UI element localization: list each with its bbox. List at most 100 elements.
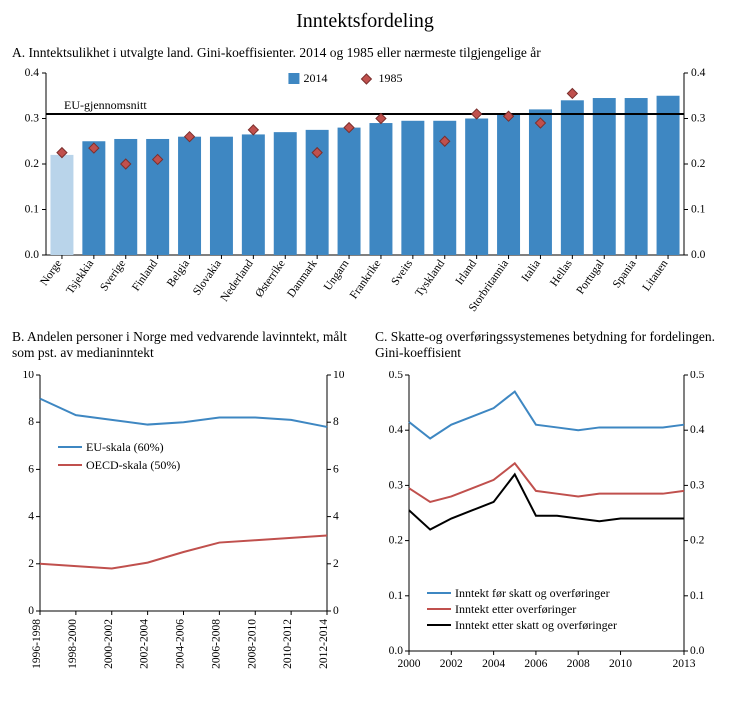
svg-text:0.5: 0.5 [389, 371, 404, 381]
svg-text:Østerrike: Østerrike [253, 258, 287, 300]
svg-text:2012-2014: 2012-2014 [318, 619, 330, 669]
svg-text:2004: 2004 [482, 658, 505, 670]
svg-text:1998-2000: 1998-2000 [67, 619, 79, 669]
svg-text:0.0: 0.0 [691, 249, 706, 261]
bar [50, 155, 73, 255]
svg-text:0.4: 0.4 [691, 67, 706, 79]
svg-text:0: 0 [28, 605, 34, 617]
bar [401, 121, 424, 255]
svg-text:2008-2010: 2008-2010 [246, 619, 258, 669]
svg-text:Spania: Spania [611, 258, 639, 291]
bar [465, 119, 488, 256]
svg-text:2010: 2010 [609, 658, 632, 670]
line-series [40, 535, 327, 568]
bar [114, 139, 137, 255]
diamond-marker [361, 74, 371, 84]
bar [561, 100, 584, 255]
svg-text:2006-2008: 2006-2008 [210, 619, 222, 669]
bar [657, 96, 680, 255]
svg-text:Ungarn: Ungarn [322, 258, 352, 293]
svg-text:Slovakia: Slovakia [191, 258, 224, 298]
svg-text:4: 4 [28, 511, 34, 523]
svg-text:Litauen: Litauen [641, 258, 671, 294]
svg-text:0.1: 0.1 [389, 590, 404, 602]
panel-a-legend: 2014 1985 [288, 71, 402, 85]
line-series [40, 399, 327, 427]
svg-text:2002-2004: 2002-2004 [139, 619, 151, 669]
diamond-marker [472, 109, 482, 119]
bar [625, 98, 648, 255]
bar [242, 134, 265, 255]
svg-text:10: 10 [333, 371, 345, 381]
diamond-marker [567, 88, 577, 98]
svg-text:0.4: 0.4 [690, 424, 705, 436]
svg-text:0.1: 0.1 [691, 204, 706, 216]
svg-text:Inntekt før skatt og overførin: Inntekt før skatt og overføringer [455, 586, 610, 600]
panel-a: A. Inntektsulikhet i utvalgte land. Gini… [12, 45, 718, 327]
bar [369, 123, 392, 255]
svg-text:2014: 2014 [303, 71, 327, 85]
svg-text:0.3: 0.3 [25, 113, 40, 125]
svg-text:0.1: 0.1 [690, 590, 705, 602]
svg-text:0.4: 0.4 [25, 67, 40, 79]
svg-text:Belgia: Belgia [165, 258, 192, 289]
svg-text:2002: 2002 [440, 658, 463, 670]
svg-text:6: 6 [333, 463, 339, 475]
svg-text:0.0: 0.0 [25, 249, 40, 261]
bar [497, 114, 520, 255]
svg-text:Inntekt etter skatt og overfør: Inntekt etter skatt og overføringer [455, 618, 617, 632]
svg-text:0.4: 0.4 [389, 424, 404, 436]
svg-text:2004-2006: 2004-2006 [175, 619, 187, 669]
svg-text:0.2: 0.2 [389, 535, 404, 547]
svg-text:Tyskland: Tyskland [413, 258, 447, 299]
panel-c-chart: 0.00.00.10.10.20.20.30.30.40.40.50.52000… [375, 371, 718, 681]
svg-text:4: 4 [333, 511, 339, 523]
svg-text:EU-gjennomsnitt: EU-gjennomsnitt [64, 98, 147, 112]
bar [210, 137, 233, 255]
svg-text:1985: 1985 [378, 71, 402, 85]
panel-a-chart: 0.00.00.10.10.20.20.30.30.40.4NorgeTsjek… [12, 67, 718, 327]
svg-text:0.2: 0.2 [25, 158, 40, 170]
svg-text:Inntekt etter overføringer: Inntekt etter overføringer [455, 602, 576, 616]
diamond-marker [376, 114, 386, 124]
panel-b-chart: 002244668810101996-19981998-20002000-200… [12, 371, 355, 681]
svg-text:Tsjekkia: Tsjekkia [64, 258, 96, 297]
svg-text:1996-1998: 1996-1998 [31, 619, 43, 669]
line-series [409, 392, 684, 439]
panel-b-title: B. Andelen personer i Norge med vedvaren… [12, 329, 355, 365]
svg-text:0.2: 0.2 [690, 535, 705, 547]
svg-text:10: 10 [23, 371, 35, 381]
line-series [409, 463, 684, 502]
main-title: Inntektsfordeling [12, 10, 718, 33]
svg-text:2008: 2008 [567, 658, 590, 670]
svg-text:0.0: 0.0 [389, 645, 404, 657]
svg-text:Hellas: Hellas [548, 257, 575, 288]
svg-text:Finland: Finland [130, 258, 160, 294]
svg-text:0: 0 [333, 605, 339, 617]
svg-text:8: 8 [28, 416, 34, 428]
svg-text:Sverige: Sverige [98, 258, 128, 294]
bar [338, 128, 361, 255]
svg-text:6: 6 [28, 463, 34, 475]
svg-text:Sveits: Sveits [389, 257, 415, 287]
svg-text:OECD-skala (50%): OECD-skala (50%) [86, 458, 180, 472]
svg-text:0.2: 0.2 [691, 158, 706, 170]
panel-b: B. Andelen personer i Norge med vedvaren… [12, 329, 355, 681]
svg-text:2: 2 [28, 558, 34, 570]
svg-text:Frankrike: Frankrike [348, 258, 383, 302]
svg-text:0.3: 0.3 [690, 479, 705, 491]
diamond-marker [248, 125, 258, 135]
svg-text:8: 8 [333, 416, 339, 428]
panel-a-title: A. Inntektsulikhet i utvalgte land. Gini… [12, 45, 718, 61]
svg-text:Norge: Norge [38, 258, 64, 288]
svg-text:0.0: 0.0 [690, 645, 705, 657]
svg-text:Italia: Italia [520, 258, 543, 284]
svg-text:0.5: 0.5 [690, 371, 705, 381]
svg-text:2010-2012: 2010-2012 [282, 619, 294, 669]
svg-text:Nederland: Nederland [218, 258, 255, 304]
svg-text:2: 2 [333, 558, 339, 570]
bar [82, 141, 105, 255]
panel-c-title: C. Skatte-og overføringssystemenes betyd… [375, 329, 718, 365]
svg-text:2013: 2013 [673, 658, 696, 670]
svg-text:2006: 2006 [524, 658, 547, 670]
